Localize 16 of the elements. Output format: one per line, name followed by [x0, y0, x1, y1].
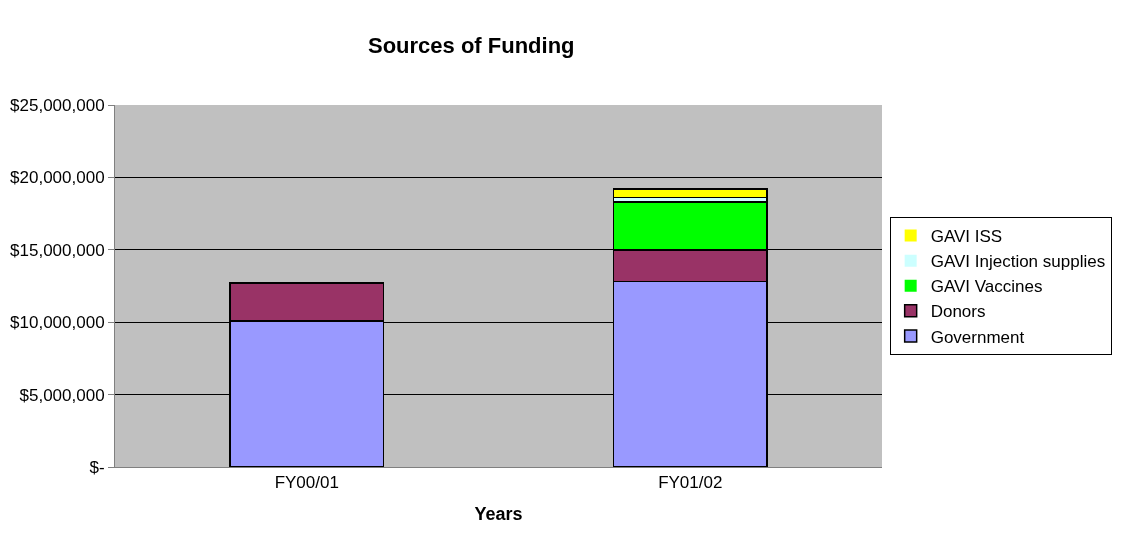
y-tick-label: $20,000,000: [10, 168, 105, 188]
y-tick-label: $-: [89, 457, 105, 477]
y-tick-label: $15,000,000: [10, 240, 105, 260]
x-tick-label: FY01/02: [658, 473, 723, 493]
y-tick-label: $25,000,000: [10, 95, 105, 115]
legend-label: Donors: [930, 302, 986, 322]
y-tick-label: $10,000,000: [10, 313, 105, 333]
legend-label: Government: [930, 327, 1025, 347]
bar: [612, 188, 768, 199]
legend-label: GAVI Vaccines: [930, 277, 1043, 297]
x-tick-label: FY00/01: [274, 473, 339, 493]
y-tick-label: $5,000,000: [19, 385, 105, 405]
legend-label: GAVI Injection supplies: [930, 252, 1106, 272]
legend-label: GAVI ISS: [930, 227, 1003, 247]
chart-title: Sources of Funding: [367, 32, 575, 58]
x-axis-title: Years: [474, 503, 523, 524]
